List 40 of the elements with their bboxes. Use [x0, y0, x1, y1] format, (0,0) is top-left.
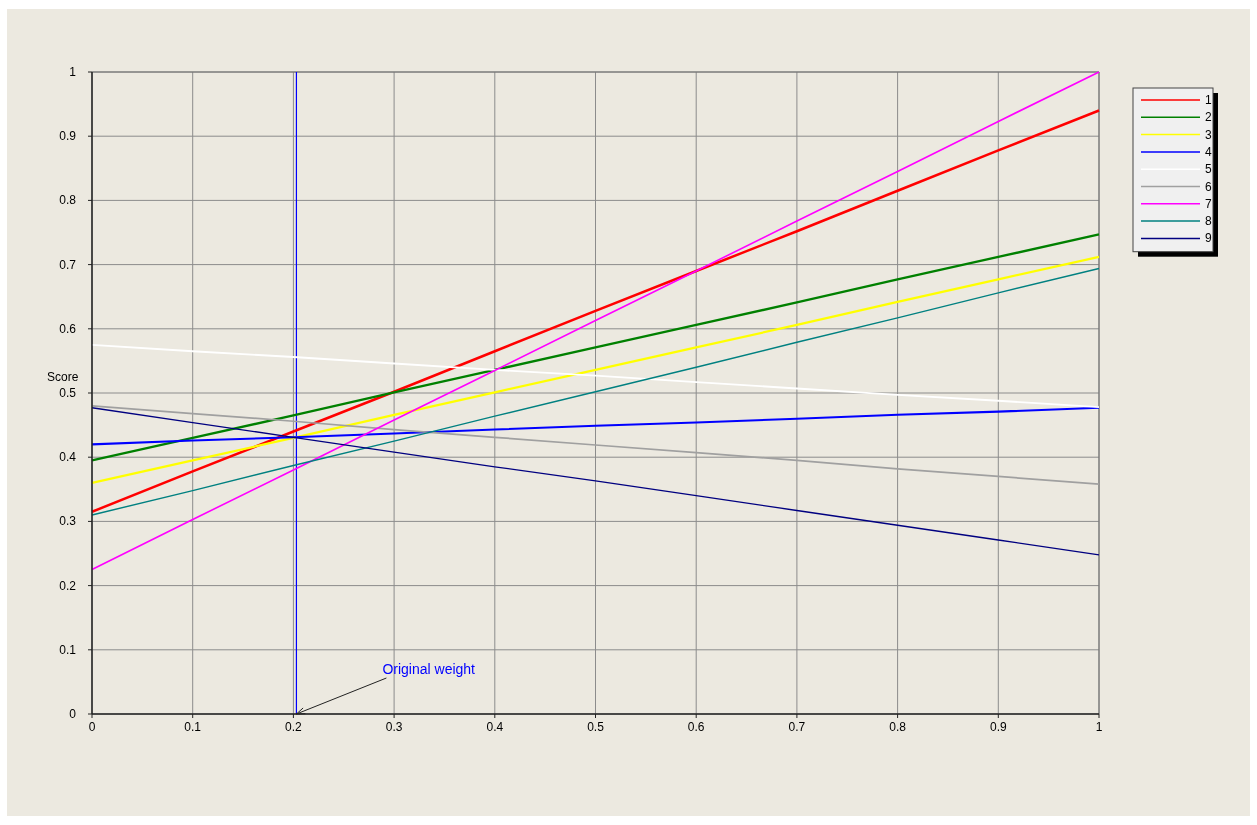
x-tick-label: 0.8: [889, 720, 907, 734]
y-tick-label: 0.6: [59, 321, 77, 336]
y-tick-label: 1: [69, 65, 77, 79]
legend-label: 8: [1205, 214, 1212, 229]
legend-label: 2: [1205, 110, 1212, 125]
x-tick-label: 1: [1095, 720, 1103, 734]
line-series: [90, 109, 1101, 514]
x-tick-label: 0.7: [788, 720, 806, 734]
x-tick-label: 0.1: [184, 720, 202, 734]
annotation: Original weight: [382, 661, 476, 677]
x-tick-label: 0.3: [385, 720, 403, 734]
legend-label: 4: [1205, 144, 1212, 159]
line-series: [91, 267, 1100, 516]
line-series: [90, 255, 1101, 484]
legend-label: 3: [1205, 127, 1212, 142]
line-series: [91, 343, 1100, 409]
line-series: [91, 407, 1100, 556]
y-tick-label: 0.8: [59, 193, 77, 208]
y-tick-label: 0.2: [59, 578, 77, 593]
y-tick-label: 0.4: [59, 450, 77, 465]
y-axis-title: Score: [47, 370, 79, 384]
x-tick-label: 0.9: [989, 720, 1007, 734]
legend-label: 6: [1205, 179, 1212, 194]
y-tick-label: 0.1: [59, 642, 77, 657]
x-tick-label: 0.6: [687, 720, 705, 734]
legend-label: 9: [1205, 231, 1212, 246]
y-tick-label: 0.5: [59, 386, 77, 400]
y-tick-label: 0.3: [59, 514, 77, 529]
x-tick-label: 0: [88, 720, 96, 734]
legend-label: 1: [1205, 93, 1212, 107]
line-series: [91, 404, 1100, 486]
legend-label: 7: [1205, 196, 1212, 211]
x-tick-label: 0.4: [486, 720, 504, 734]
legend-label: 5: [1205, 162, 1212, 177]
y-tick-label: 0: [69, 707, 77, 721]
y-tick-label: 0.9: [59, 129, 77, 144]
y-tick-label: 0.7: [59, 257, 77, 272]
line-series: [90, 233, 1101, 462]
x-tick-label: 0.2: [285, 720, 303, 734]
x-tick-label: 0.5: [587, 720, 605, 734]
